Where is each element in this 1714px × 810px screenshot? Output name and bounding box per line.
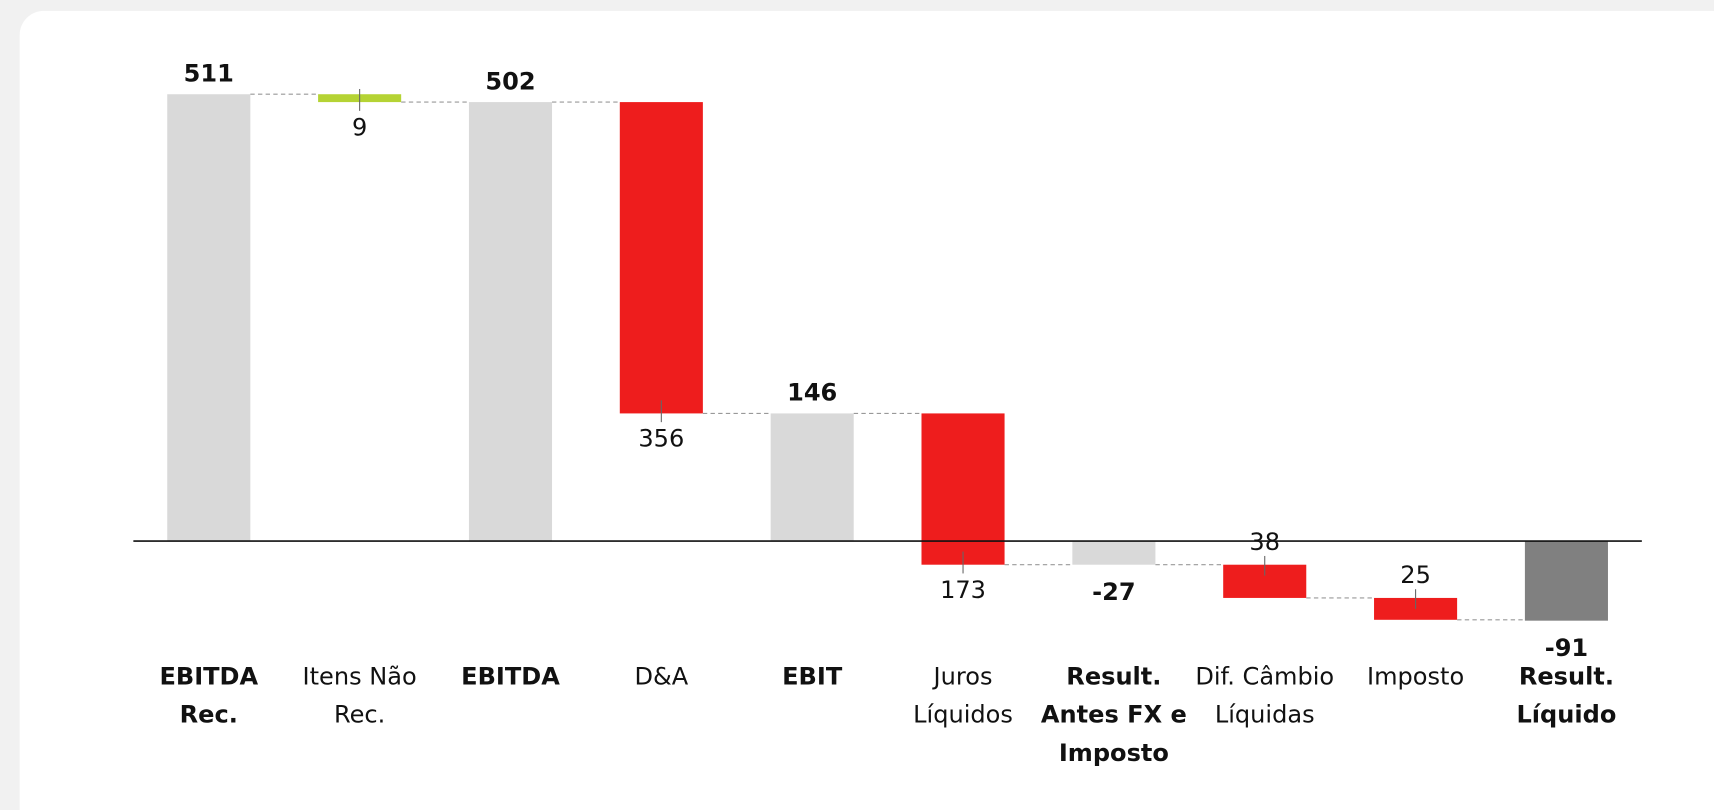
category-label-box: Juros Líquidos bbox=[913, 663, 1013, 730]
category-label-box: Dif. Câmbio Líquidas bbox=[1195, 663, 1335, 730]
value-label: -91 bbox=[1545, 634, 1588, 662]
category-label-box: Result. Líquido bbox=[1516, 663, 1617, 730]
bar bbox=[1072, 541, 1156, 565]
bar bbox=[468, 102, 553, 542]
bar bbox=[619, 102, 703, 414]
x-tick-label: Itens Não Rec. bbox=[302, 663, 417, 730]
x-tick-label: Juros Líquidos bbox=[913, 663, 1013, 730]
value-label: 9 bbox=[352, 113, 367, 141]
category-label-box: Result. Antes FX e Imposto bbox=[1040, 663, 1187, 768]
value-label: 146 bbox=[787, 379, 837, 407]
bar bbox=[770, 413, 854, 542]
x-tick-label: Imposto bbox=[1366, 663, 1465, 691]
x-tick-label: EBITDA Rec. bbox=[159, 663, 259, 730]
value-label: 356 bbox=[638, 425, 684, 453]
x-tick-label: Dif. Câmbio Líquidas bbox=[1195, 663, 1335, 730]
card bbox=[19, 10, 1714, 810]
category-label-box: EBITDA Rec. bbox=[159, 663, 259, 730]
category-label-box: EBIT bbox=[782, 663, 843, 691]
category-label-box: Itens Não Rec. bbox=[302, 663, 417, 730]
bar bbox=[167, 94, 251, 542]
x-tick-label: Result. Líquido bbox=[1516, 663, 1617, 730]
x-tick-label: D&A bbox=[634, 663, 689, 691]
category-label-box: EBITDA bbox=[461, 663, 560, 691]
value-label: 25 bbox=[1400, 561, 1431, 589]
x-tick-label: EBIT bbox=[782, 663, 843, 691]
bar bbox=[1374, 597, 1458, 620]
value-label: 502 bbox=[485, 67, 535, 95]
bar bbox=[1524, 541, 1608, 621]
category-label-box: Imposto bbox=[1366, 663, 1465, 691]
category-label-box: D&A bbox=[634, 663, 689, 691]
bar bbox=[921, 413, 1005, 565]
value-label: -27 bbox=[1092, 578, 1135, 606]
x-tick-label: Result. Antes FX e Imposto bbox=[1040, 663, 1187, 768]
x-tick-label: EBITDA bbox=[461, 663, 560, 691]
value-label: 173 bbox=[940, 576, 986, 604]
value-label: 511 bbox=[184, 60, 234, 88]
